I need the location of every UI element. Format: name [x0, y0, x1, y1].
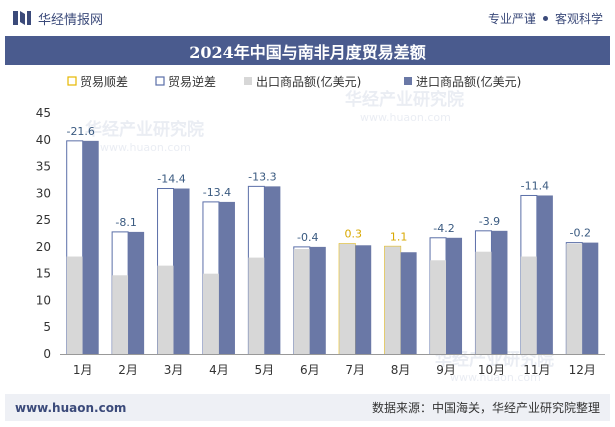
data-label: -11.4 [521, 179, 549, 192]
watermark-text-en: www.huaon.com [450, 371, 541, 384]
export-bar [66, 256, 83, 354]
footer-source: 数据来源：中国海关，华经产业研究院整理 [371, 401, 600, 415]
x-tick-label: 10月 [478, 363, 505, 377]
watermark-text-cn: 华经产业研究院 [85, 119, 204, 140]
data-label: -21.6 [66, 125, 94, 138]
x-tick-label: 11月 [523, 363, 550, 377]
y-tick-label: 5 [43, 320, 51, 334]
data-label: -14.4 [157, 173, 185, 186]
data-label: -4.2 [433, 222, 454, 235]
data-label: -0.4 [297, 231, 318, 244]
y-tick-label: 15 [36, 267, 51, 281]
import-bar [82, 140, 99, 354]
import-bar [446, 237, 463, 354]
data-labels: -21.6 -8.1 -14.4 -13.4 -13.3 -0.4 0.3 1.1 -4.2 -3… [66, 125, 591, 244]
y-tick-label: 40 [36, 133, 51, 147]
export-bar [248, 257, 265, 354]
legend-item-import-label: 进口商品额(亿美元) [416, 74, 521, 89]
import-bar [536, 195, 553, 354]
trade-balance-chart: 华经产业研究院www.huaon.com华经产业研究院www.huaon.com… [36, 74, 605, 384]
data-label: -3.9 [479, 215, 500, 228]
legend-item-export-swatch [244, 77, 252, 85]
top-bar: 华经情报网 专业严谨 客观科学 [0, 0, 615, 36]
import-bar [491, 230, 508, 354]
y-tick-label: 25 [36, 213, 51, 227]
legend-item-deficit-label: 贸易逆差 [168, 74, 216, 89]
data-label: -0.2 [570, 227, 591, 240]
data-label: -13.3 [248, 170, 276, 183]
y-tick-label: 10 [36, 293, 51, 307]
import-bar [264, 186, 281, 354]
watermarks: 华经产业研究院www.huaon.com华经产业研究院www.huaon.com… [85, 89, 554, 384]
export-bar [475, 251, 492, 354]
y-tick-label: 20 [36, 240, 51, 254]
export-bar [112, 275, 129, 354]
y-tick-label: 30 [36, 186, 51, 200]
slogan-dot-icon [542, 15, 548, 21]
import-bar [173, 188, 190, 354]
y-tick-label: 35 [36, 160, 51, 174]
x-tick-label: 12月 [569, 363, 596, 377]
brand: 华经情报网 [12, 9, 103, 28]
y-axis: 0 5 10 15 20 25 30 35 40 45 [36, 106, 51, 361]
y-tick-label: 45 [36, 106, 51, 120]
bars [66, 140, 599, 355]
import-bar [218, 201, 235, 354]
data-label: 0.3 [344, 228, 362, 241]
data-label: -8.1 [115, 216, 136, 229]
footer: www.huaon.com 数据来源：中国海关，华经产业研究院整理 [5, 394, 610, 421]
import-bar [400, 252, 417, 354]
slogan-left: 专业严谨 [487, 11, 536, 26]
brand-name: 华经情报网 [38, 12, 104, 28]
import-bar [582, 242, 599, 354]
x-tick-label: 2月 [118, 363, 138, 377]
chart-title: 2024年中国与南非月度贸易差额 [189, 42, 426, 62]
x-tick-label: 8月 [391, 363, 411, 377]
watermark-text-en: www.huaon.com [100, 141, 191, 154]
slogan-right: 客观科学 [554, 11, 603, 26]
watermark-text-en: www.huaon.com [360, 111, 451, 124]
export-bar [157, 265, 174, 354]
x-tick-label: 5月 [255, 363, 275, 377]
x-tick-label: 9月 [436, 363, 456, 377]
data-label: -13.4 [203, 186, 231, 199]
import-bar [355, 245, 372, 354]
x-tick-label: 4月 [209, 363, 229, 377]
export-bar [202, 273, 219, 354]
watermark-text-cn: 华经产业研究院 [345, 89, 464, 110]
x-tick-label: 6月 [300, 363, 320, 377]
export-bar [520, 256, 537, 354]
export-bar [430, 260, 447, 354]
data-label: 1.1 [390, 230, 408, 243]
chart-title-bar: 2024年中国与南非月度贸易差额 [5, 36, 610, 65]
x-tick-label: 1月 [73, 363, 93, 377]
legend-item-surplus-label: 贸易顺差 [80, 75, 128, 89]
legend-item-import-swatch [404, 77, 412, 85]
x-tick-label: 3月 [164, 363, 184, 377]
x-axis: 1月 2月 3月 4月 5月 6月 7月 8月 9月 10月 11月 12月 [60, 354, 605, 377]
export-bar [384, 246, 401, 354]
import-bar [309, 246, 326, 354]
export-bar [339, 243, 356, 354]
huajing-logo-icon [13, 11, 31, 25]
footer-website: www.huaon.com [15, 400, 127, 415]
slogan: 专业严谨 客观科学 [488, 10, 603, 27]
export-bar [566, 243, 583, 354]
import-bar [128, 231, 145, 354]
y-tick-label: 0 [43, 347, 51, 361]
legend-item-surplus-swatch [67, 76, 77, 86]
legend: 贸易顺差 贸易逆差 出口商品额(亿美元) 进口商品额(亿美元) [67, 74, 521, 89]
export-bar [293, 249, 310, 354]
legend-item-export-label: 出口商品额(亿美元) [256, 74, 361, 89]
x-tick-label: 7月 [345, 363, 365, 377]
legend-item-deficit-swatch [155, 76, 165, 86]
